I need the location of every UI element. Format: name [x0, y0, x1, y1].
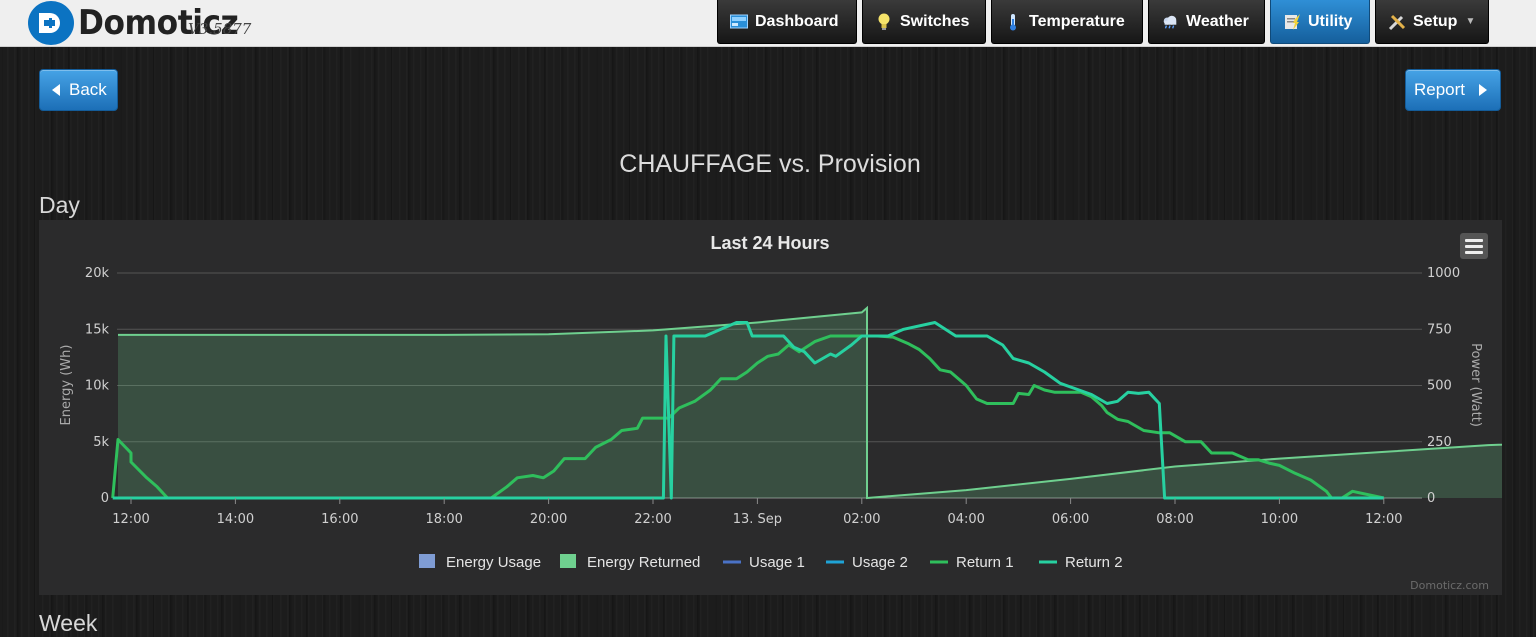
- legend-label: Energy Usage: [446, 554, 541, 571]
- legend-item[interactable]: Usage 2: [826, 554, 908, 571]
- y2-tick-label: 500: [1427, 379, 1452, 394]
- domoticz-logo-icon: [28, 1, 74, 45]
- series-area-line: [118, 305, 1502, 500]
- legend-item[interactable]: Return 2: [1039, 554, 1123, 571]
- tools-icon: [1388, 13, 1406, 31]
- section-heading-week: Week: [39, 610, 98, 636]
- series-line: [112, 321, 1384, 500]
- y-tick-label: 0: [101, 491, 109, 506]
- x-tick-label: 04:00: [947, 512, 984, 527]
- thermometer-icon: [1004, 13, 1022, 31]
- weather-cloud-icon: [1161, 13, 1179, 31]
- legend-swatch: [419, 554, 435, 568]
- hamburger-icon-bar: [1465, 244, 1483, 248]
- x-tick-label: 12:00: [1365, 512, 1402, 527]
- energy-chart: 0 5k 10k 15k 20k 0 250 500 750 1000 12:00 14:00 16:0…: [59, 233, 1502, 592]
- legend-swatch: [560, 554, 576, 568]
- app-name: Domoticz: [78, 3, 239, 43]
- legend-label: Energy Returned: [587, 554, 700, 571]
- y-tick-label: 20k: [85, 266, 110, 281]
- x-tick-label: 22:00: [634, 512, 671, 527]
- hamburger-icon: [1465, 238, 1483, 242]
- y-tick-label: 15k: [85, 322, 110, 337]
- x-tick-label: 20:00: [530, 512, 567, 527]
- legend-item[interactable]: Usage 1: [723, 554, 805, 571]
- page-title: CHAUFFAGE vs. Provision: [619, 150, 921, 178]
- legend-item[interactable]: Energy Returned: [560, 554, 700, 571]
- back-button-label: Back: [69, 80, 107, 99]
- x-tick-label: 02:00: [843, 512, 880, 527]
- x-tick-label: 13. Sep: [733, 512, 782, 527]
- chart-menu-button[interactable]: [1460, 233, 1488, 259]
- legend-label: Return 2: [1065, 554, 1123, 571]
- nav-weather[interactable]: Weather: [1148, 0, 1265, 44]
- report-button-label: Report: [1414, 80, 1466, 99]
- chart-panel: 0 5k 10k 15k 20k 0 250 500 750 1000 12:00 14:00 16:0…: [39, 220, 1502, 595]
- legend-label: Usage 1: [749, 554, 805, 571]
- report-button[interactable]: Report: [1405, 69, 1501, 111]
- nav-dashboard[interactable]: Dashboard: [717, 0, 857, 44]
- nav-switches[interactable]: Switches: [862, 0, 986, 44]
- chart-title: Last 24 Hours: [710, 233, 829, 253]
- y2-tick-label: 750: [1427, 322, 1452, 337]
- y-tick-label: 10k: [85, 379, 110, 394]
- top-bar: Domoticz V3.5877 Dashboard Switches Temp…: [0, 0, 1536, 47]
- y-tick-label: 5k: [93, 435, 109, 450]
- nav-weather-label: Weather: [1186, 12, 1249, 30]
- nav-setup[interactable]: Setup ▼: [1375, 0, 1489, 44]
- hamburger-icon-bar: [1465, 250, 1483, 254]
- series-line: [111, 334, 1385, 500]
- x-tick-label: 06:00: [1052, 512, 1089, 527]
- x-tick-label: 10:00: [1261, 512, 1298, 527]
- legend-label: Usage 2: [852, 554, 908, 571]
- x-tick-label: 12:00: [112, 512, 149, 527]
- back-button[interactable]: Back: [39, 69, 118, 111]
- nav-utility[interactable]: Utility: [1270, 0, 1370, 44]
- triangle-left-icon: [52, 84, 60, 96]
- y2-tick-label: 0: [1427, 491, 1435, 506]
- logo[interactable]: Domoticz: [28, 1, 252, 45]
- section-heading-day: Day: [39, 192, 80, 218]
- app-version: V3.5877: [188, 20, 252, 38]
- legend-label: Return 1: [956, 554, 1014, 571]
- x-tick-label: 18:00: [425, 512, 462, 527]
- nav-utility-label: Utility: [1308, 12, 1353, 30]
- nav-switches-label: Switches: [900, 12, 970, 30]
- y2-axis-label: Power (Watt): [1468, 343, 1483, 427]
- main-nav: Dashboard Switches Temperature Weather U…: [717, 0, 1494, 46]
- x-tick-label: 16:00: [321, 512, 358, 527]
- dashboard-icon: [730, 13, 748, 31]
- nav-temperature[interactable]: Temperature: [991, 0, 1143, 44]
- y-axis-label: Energy (Wh): [59, 345, 74, 426]
- x-tick-label: 14:00: [217, 512, 254, 527]
- chevron-down-icon: ▼: [1465, 16, 1476, 27]
- nav-temperature-label: Temperature: [1029, 12, 1125, 30]
- lightbulb-icon: [875, 13, 893, 31]
- legend-item[interactable]: Energy Usage: [419, 554, 541, 571]
- series-area: [118, 307, 1502, 498]
- chart-credit[interactable]: Domoticz.com: [1410, 579, 1489, 592]
- triangle-right-icon: [1479, 84, 1488, 96]
- nav-dashboard-label: Dashboard: [755, 12, 839, 30]
- nav-setup-label: Setup: [1413, 12, 1458, 30]
- legend-item[interactable]: Return 1: [930, 554, 1014, 571]
- y2-tick-label: 1000: [1427, 266, 1460, 281]
- y2-tick-label: 250: [1427, 435, 1452, 450]
- x-tick-label: 08:00: [1156, 512, 1193, 527]
- utility-icon: [1283, 13, 1301, 31]
